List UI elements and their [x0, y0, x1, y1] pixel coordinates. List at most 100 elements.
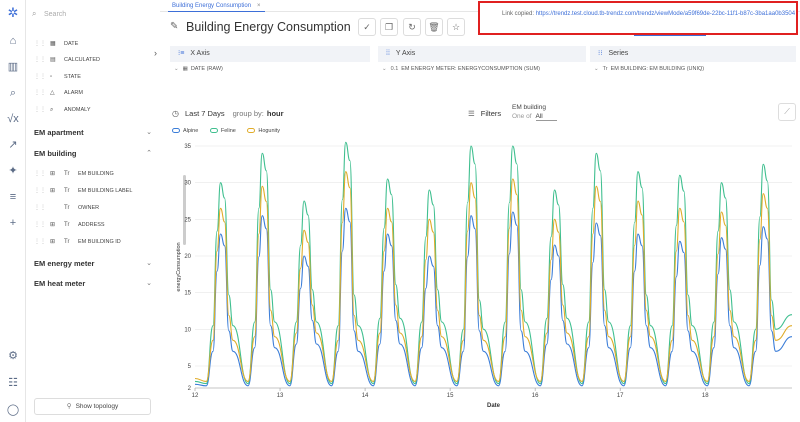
- sliders-icon[interactable]: ☷: [8, 377, 18, 389]
- field-anomaly[interactable]: ⋮⋮ ⌕ ANOMALY: [34, 103, 91, 117]
- text-type-icon: Tr: [64, 205, 70, 211]
- filters-button[interactable]: ☰ Filters: [468, 109, 502, 118]
- number-type-icon: 0.1: [390, 66, 399, 72]
- field-owner[interactable]: ⋮⋮ Tr OWNER: [34, 201, 99, 215]
- formula-icon[interactable]: √x: [7, 113, 19, 125]
- y-axis-icon: ⁞⁞: [386, 50, 390, 57]
- group-em-building[interactable]: EM building ⌃: [34, 147, 156, 161]
- field-em-building-label[interactable]: ⋮⋮ ⊞ Tr EM BUILDING LABEL: [34, 184, 132, 198]
- y-axis-panel[interactable]: ⁞⁞ Y Axis ⌄ 0.1 EM ENERGY METER: ENERGYCONS…: [378, 46, 586, 92]
- bell-icon: △: [50, 90, 55, 96]
- save-check-button[interactable]: ✓: [358, 18, 376, 36]
- expand-box-icon[interactable]: ⊞: [50, 188, 56, 194]
- date-range-selector[interactable]: ◷ Last 7 Days group by: hour: [172, 109, 284, 118]
- text-type-icon: Tr: [64, 171, 70, 177]
- search-input[interactable]: ⌕ Search: [32, 6, 152, 22]
- field-em-building[interactable]: ⋮⋮ ⊞ Tr EM BUILDING: [34, 167, 114, 181]
- y-tick-label: 30: [184, 181, 191, 187]
- drag-handle-icon[interactable]: ⋮⋮: [34, 239, 46, 245]
- expand-box-icon[interactable]: ⊞: [50, 222, 56, 228]
- x-tick-label: 14: [362, 393, 369, 399]
- field-calculated[interactable]: ⋮⋮ ▤ CALCULATED: [34, 53, 100, 67]
- group-by-value[interactable]: hour: [266, 109, 284, 118]
- search-data-icon[interactable]: ⌕: [9, 87, 17, 99]
- y-tick-label: 10: [184, 327, 191, 333]
- trend-line-icon[interactable]: ↗: [8, 139, 18, 151]
- trend-toggle-button[interactable]: ⟋: [778, 103, 796, 121]
- y-axis-field[interactable]: ⌄ 0.1 EM ENERGY METER: ENERGYCONSUMPTION (…: [382, 66, 540, 72]
- group-em-heat-meter[interactable]: EM heat meter ⌄: [34, 277, 156, 291]
- sidebar-scrollbar[interactable]: [183, 175, 186, 245]
- drag-handle-icon[interactable]: ⋮⋮: [34, 74, 46, 80]
- filter-name: EM building: [512, 104, 546, 111]
- legend-item-alpine[interactable]: Alpine: [172, 128, 198, 134]
- calendar-icon: ▦: [50, 41, 56, 47]
- drag-handle-icon[interactable]: ⋮⋮: [34, 222, 46, 228]
- gear-icon[interactable]: ⚙: [8, 350, 18, 362]
- field-alarm[interactable]: ⋮⋮ △ ALARM: [34, 86, 83, 100]
- edit-pencil-icon[interactable]: ✎: [170, 21, 179, 32]
- x-tick-label: 16: [532, 393, 539, 399]
- legend-item-feline[interactable]: Feline: [209, 128, 236, 134]
- sparkle-icon[interactable]: ✦: [8, 165, 18, 177]
- expand-box-icon[interactable]: ⊞: [50, 171, 56, 177]
- drag-handle-icon[interactable]: ⋮⋮: [34, 57, 46, 63]
- group-em-energy-meter[interactable]: EM energy meter ⌄: [34, 257, 156, 271]
- x-tick-label: 12: [192, 393, 199, 399]
- field-address[interactable]: ⋮⋮ ⊞ Tr ADDRESS: [34, 218, 105, 232]
- expand-box-icon[interactable]: ⊞: [50, 239, 56, 245]
- bar-chart-icon[interactable]: ▥: [7, 61, 19, 73]
- chevron-down-icon: ⌄: [174, 66, 179, 72]
- copy-button[interactable]: ❐: [380, 18, 398, 36]
- field-em-building-id[interactable]: ⋮⋮ ⊞ Tr EM BUILDING ID: [34, 235, 121, 249]
- user-icon[interactable]: ◯: [6, 404, 20, 416]
- copied-link[interactable]: https://trendz.test.cloud.tb-trendz.com/…: [535, 11, 796, 17]
- refresh-button[interactable]: ↻: [403, 18, 421, 36]
- tab-building-energy-consumption[interactable]: Building Energy Consumption ×: [168, 0, 265, 12]
- menu-icon[interactable]: ≡: [9, 191, 17, 203]
- chevron-down-icon: ⌄: [594, 66, 599, 72]
- home-icon[interactable]: ⌂: [9, 35, 17, 47]
- filter-condition[interactable]: One of All: [512, 113, 557, 121]
- drag-handle-icon[interactable]: ⋮⋮: [34, 90, 46, 96]
- drag-handle-icon[interactable]: ⋮⋮: [34, 41, 46, 47]
- field-state[interactable]: ⋮⋮ ▫ STATE: [34, 70, 81, 84]
- y-tick-label: 20: [184, 254, 191, 260]
- group-em-apartment[interactable]: EM apartment ⌄: [34, 126, 156, 140]
- x-axis-panel[interactable]: ⁝≡ X Axis ⌄ ▦ DATE (RAW): [170, 46, 370, 92]
- favorite-button[interactable]: ☆: [447, 18, 465, 36]
- search-icon: ⌕: [32, 9, 37, 18]
- plus-icon[interactable]: +: [9, 217, 17, 229]
- close-tab-icon[interactable]: ×: [257, 3, 261, 9]
- series-line-hogunity: [194, 171, 793, 382]
- trash-icon: 🗑: [428, 22, 440, 32]
- trend-icon: ⟋: [784, 107, 790, 116]
- legend-item-hogunity[interactable]: Hogunity: [247, 128, 280, 134]
- drag-handle-icon[interactable]: ⋮⋮: [34, 188, 46, 194]
- show-topology-button[interactable]: ⚲ Show topology: [34, 398, 151, 415]
- topology-icon: ⚲: [66, 403, 72, 410]
- legend-swatch: [172, 128, 180, 134]
- app-logo-icon[interactable]: ✲: [7, 5, 19, 20]
- y-tick-label: 35: [184, 144, 191, 150]
- x-axis-field[interactable]: ⌄ ▦ DATE (RAW): [174, 66, 223, 72]
- field-date[interactable]: ⋮⋮ ▦ DATE: [34, 37, 78, 51]
- x-tick-label: 17: [617, 393, 624, 399]
- refresh-icon: ↻: [408, 22, 416, 32]
- drag-handle-icon[interactable]: ⋮⋮: [34, 205, 46, 211]
- anomaly-search-icon: ⌕: [50, 107, 54, 113]
- calculator-icon: ▤: [50, 57, 56, 63]
- filter-value-select[interactable]: All: [535, 113, 557, 121]
- drag-handle-icon[interactable]: ⋮⋮: [34, 171, 46, 177]
- series-panel[interactable]: ⁝⁝ Series ⌄ Tr EM BUILDING: EM BUILDING (UN…: [590, 46, 796, 92]
- collapse-sidebar-icon[interactable]: ›: [154, 48, 157, 58]
- series-field[interactable]: ⌄ Tr EM BUILDING: EM BUILDING (UNIQ): [594, 66, 705, 72]
- chart-legend: Alpine Feline Hogunity: [172, 128, 290, 134]
- delete-button[interactable]: 🗑: [425, 18, 443, 36]
- drag-handle-icon[interactable]: ⋮⋮: [34, 107, 46, 113]
- fields-sidebar: ⌕ Search › ⋮⋮ ▦ DATE ⋮⋮ ▤ CALCULATED ⋮⋮ ▫ STATE…: [26, 0, 186, 422]
- link-copied-toast: Link copied: https://trendz.test.cloud.t…: [478, 1, 798, 35]
- check-icon: ✓: [363, 22, 371, 32]
- x-tick-label: 15: [447, 393, 454, 399]
